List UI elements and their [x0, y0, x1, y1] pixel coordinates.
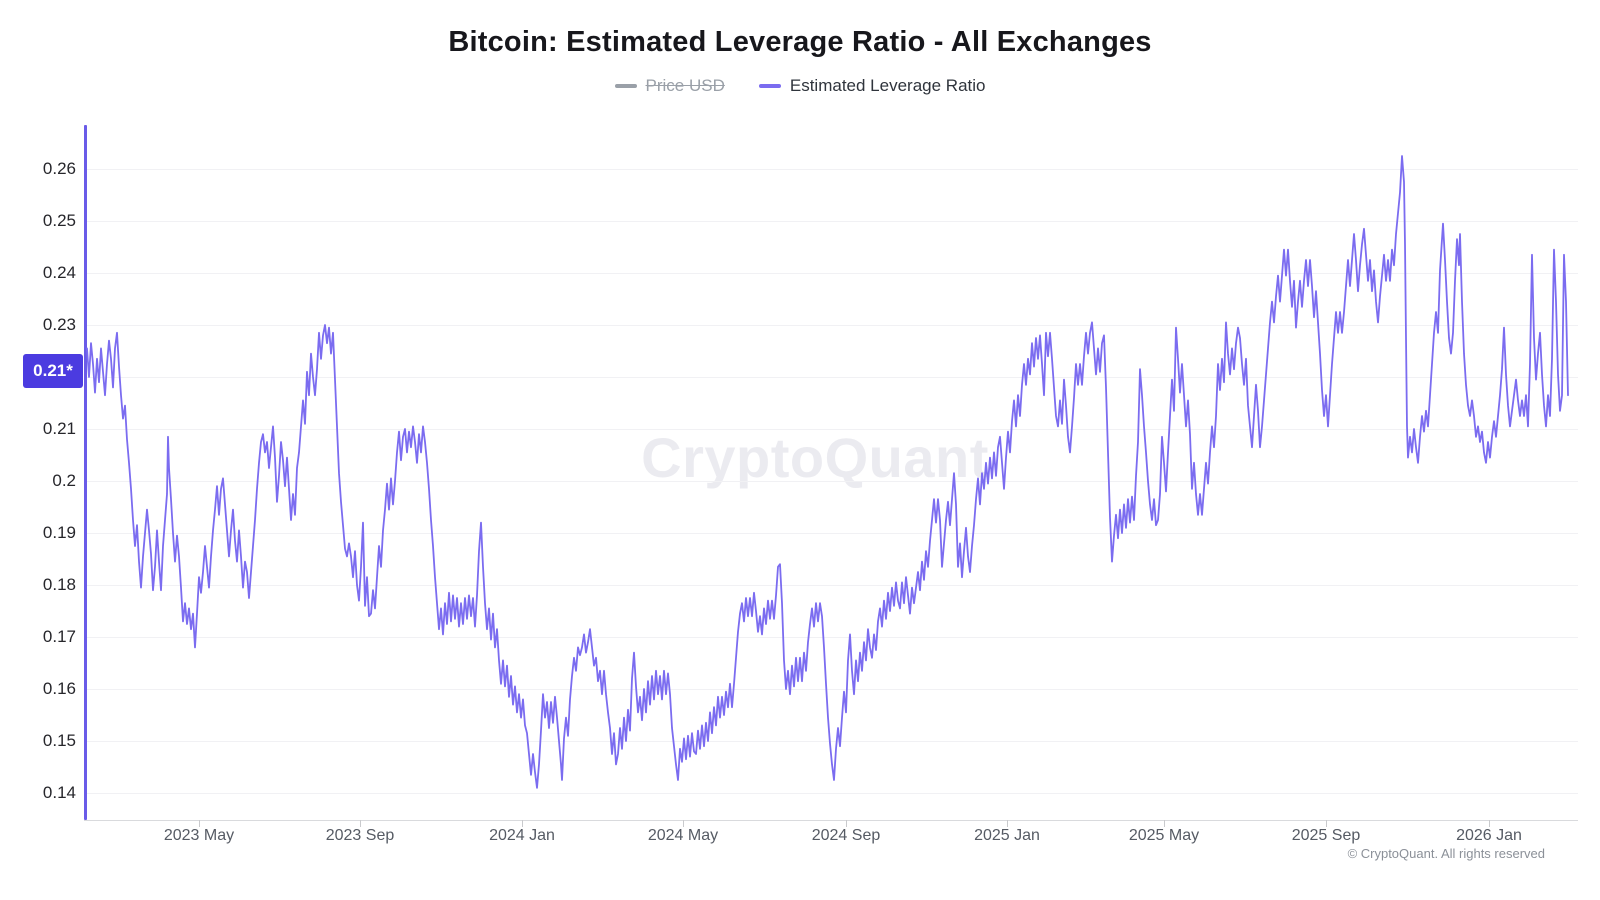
y-tick-label: 0.14	[42, 783, 76, 802]
y-tick-label: 0.21	[42, 419, 76, 438]
x-tick-label: 2025 Sep	[1291, 827, 1361, 844]
y-tick-label: 0.16	[42, 679, 76, 698]
gridline	[84, 325, 1578, 326]
gridline	[84, 221, 1578, 222]
y-axis-line	[84, 125, 87, 820]
y-tick-label: 0.19	[42, 523, 76, 542]
x-tick-mark	[683, 820, 684, 827]
gridline	[84, 377, 1578, 378]
legend-item-price-usd[interactable]: Price USD	[614, 76, 725, 96]
y-tick-label: 0.18	[42, 575, 76, 594]
gridline	[84, 689, 1578, 690]
legend-dash-icon	[758, 84, 781, 88]
legend-label: Estimated Leverage Ratio	[789, 76, 986, 95]
gridline	[84, 741, 1578, 742]
legend-label: Price USD	[645, 76, 725, 95]
x-tick-label: 2024 Sep	[811, 827, 881, 844]
x-tick-mark	[1489, 820, 1490, 827]
series-line-estimated-leverage-ratio	[86, 155, 1569, 789]
x-tick-mark	[522, 820, 523, 827]
x-tick-mark	[846, 820, 847, 827]
x-tick-mark	[1164, 820, 1165, 827]
x-tick-label: 2023 Sep	[325, 827, 395, 844]
legend-dash-icon	[614, 84, 637, 88]
gridline	[84, 429, 1578, 430]
gridline	[84, 169, 1578, 170]
legend: Price USD Estimated Leverage Ratio	[0, 76, 1600, 96]
y-tick-label: 0.23	[42, 315, 76, 334]
x-tick-mark	[1007, 820, 1008, 827]
page-title: Bitcoin: Estimated Leverage Ratio - All …	[448, 26, 1152, 58]
legend-item-estimated-leverage-ratio[interactable]: Estimated Leverage Ratio	[758, 76, 986, 96]
x-tick-label: 2025 May	[1128, 827, 1200, 844]
x-axis-line	[84, 820, 1578, 821]
y-tick-label: 0.15	[42, 731, 76, 750]
gridline	[84, 273, 1578, 274]
x-tick-label: 2024 May	[647, 827, 719, 844]
x-tick-label: 2023 May	[163, 827, 235, 844]
y-tick-label: 0.17	[42, 627, 76, 646]
gridline	[84, 585, 1578, 586]
gridline	[84, 793, 1578, 794]
y-tick-label: 0.2	[52, 471, 76, 490]
y-tick-label: 0.26	[42, 159, 76, 178]
cryptoquant-watermark: CryptoQuant	[641, 426, 989, 489]
gridline	[84, 481, 1578, 482]
x-tick-label: 2026 Jan	[1456, 827, 1522, 844]
gridline	[84, 637, 1578, 638]
copyright-footer: © CryptoQuant. All rights reserved	[1347, 846, 1545, 861]
latest-value-badge: 0.21*	[23, 354, 83, 388]
x-tick-label: 2025 Jan	[974, 827, 1040, 844]
y-tick-label: 0.25	[42, 211, 76, 230]
y-tick-label: 0.24	[42, 263, 76, 282]
x-tick-mark	[199, 820, 200, 827]
x-tick-mark	[1326, 820, 1327, 827]
x-tick-mark	[360, 820, 361, 827]
x-tick-label: 2024 Jan	[489, 827, 555, 844]
gridline	[84, 533, 1578, 534]
